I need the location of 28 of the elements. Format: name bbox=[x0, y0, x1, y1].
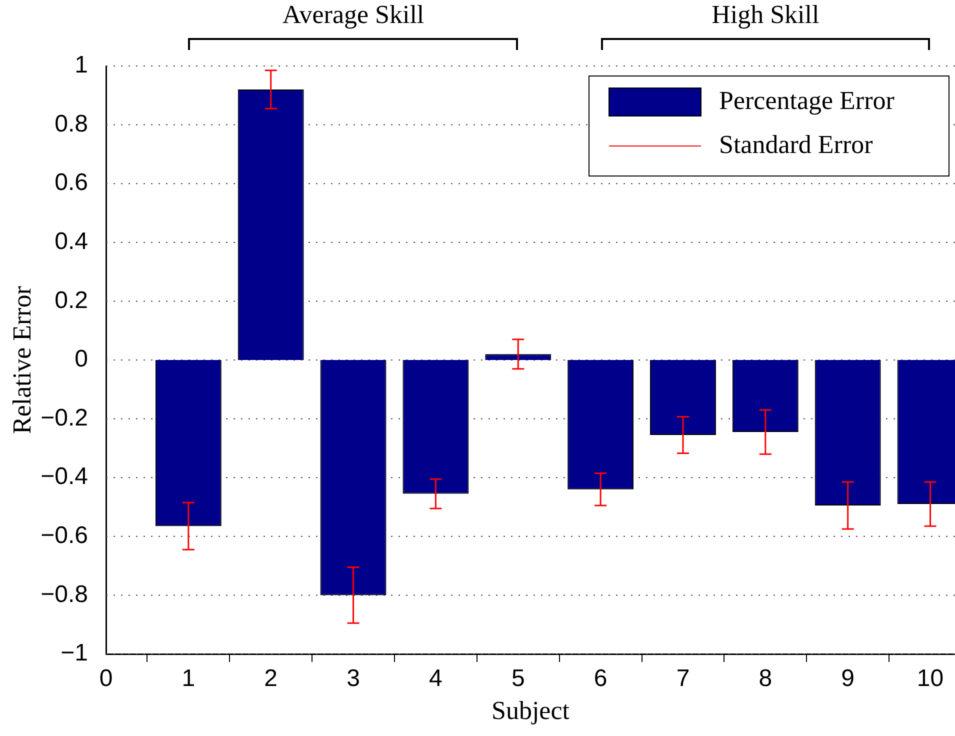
y-tick-label: 1 bbox=[74, 52, 88, 79]
y-tick-label: −0.6 bbox=[40, 522, 88, 550]
y-tick-label: −0.2 bbox=[40, 404, 88, 432]
y-tick-label: 0 bbox=[74, 346, 88, 373]
x-tick-label: 5 bbox=[511, 665, 525, 692]
x-tick-label: 2 bbox=[264, 665, 278, 692]
y-tick-label: −0.4 bbox=[40, 463, 88, 490]
x-tick-label: 9 bbox=[841, 665, 855, 692]
x-tick-label: 10 bbox=[916, 665, 944, 692]
x-tick-label: 6 bbox=[594, 665, 608, 692]
x-axis-title: Subject bbox=[492, 696, 570, 726]
y-tick-label: 0.4 bbox=[54, 228, 88, 256]
y-tick-label: 0.6 bbox=[54, 169, 88, 196]
x-tick-label: 0 bbox=[99, 665, 113, 692]
x-tick-label: 8 bbox=[758, 665, 772, 692]
y-tick-label: −1 bbox=[60, 640, 88, 667]
legend-label: Percentage Error bbox=[719, 86, 895, 115]
text: Average Skill bbox=[282, 0, 424, 30]
x-tick-label: 7 bbox=[676, 665, 690, 692]
x-tick-label: 4 bbox=[429, 665, 442, 692]
y-tick-label: 0.2 bbox=[54, 286, 88, 314]
x-tick-label: 1 bbox=[182, 665, 196, 692]
x-tick-label: 3 bbox=[346, 665, 360, 692]
y-tick-label: −0.8 bbox=[40, 580, 88, 608]
annotation: Standard Error bbox=[719, 130, 874, 159]
y-axis-title: Relative Error bbox=[7, 286, 36, 434]
y-tick-label: 0.8 bbox=[54, 110, 88, 138]
text: High Skill bbox=[712, 0, 820, 30]
